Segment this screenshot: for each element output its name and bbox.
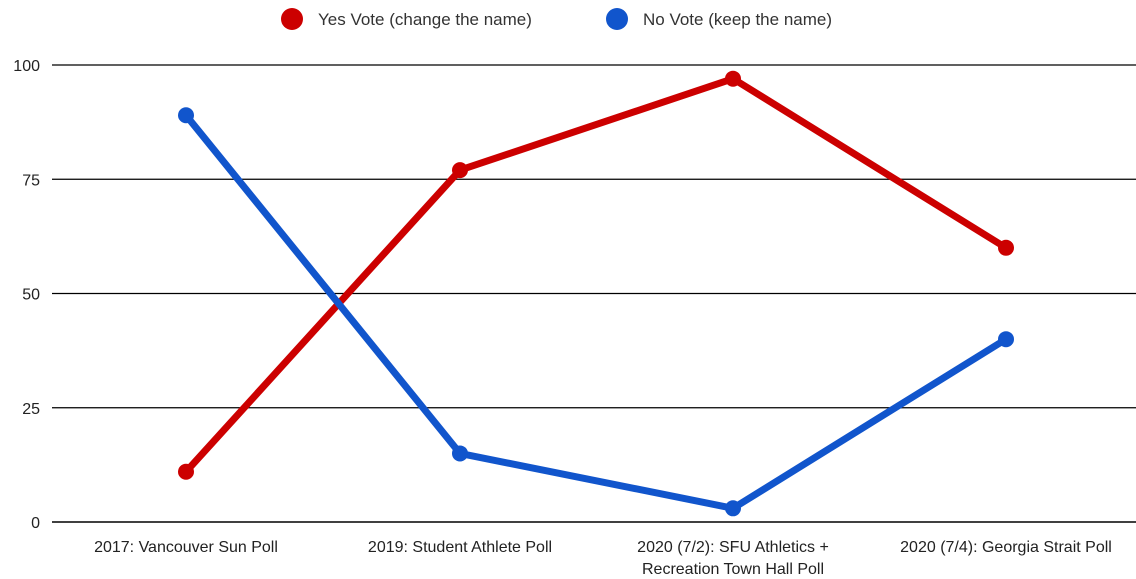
y-axis-ticks: 0 25 50 75 100: [13, 58, 40, 532]
x-tick-label-line: 2020 (7/4): Georgia Strait Poll: [900, 539, 1112, 556]
data-point: [178, 463, 194, 480]
legend-marker: [281, 8, 303, 30]
x-tick-label-line: 2019: Student Athlete Poll: [368, 539, 552, 556]
x-tick-label-line: 2017: Vancouver Sun Poll: [94, 539, 278, 556]
legend-item: No Vote (keep the name): [606, 8, 832, 30]
series-1: [178, 107, 1014, 517]
x-tick-label-line: 2020 (7/2): SFU Athletics +: [637, 539, 829, 556]
data-point: [998, 331, 1014, 348]
x-axis-ticks: 2017: Vancouver Sun Poll 2019: Student At…: [94, 539, 1112, 578]
y-tick-label: 0: [31, 515, 40, 532]
series-0: [178, 70, 1014, 480]
x-tick-label: 2017: Vancouver Sun Poll: [94, 539, 278, 556]
x-tick-label: 2020 (7/2): SFU Athletics + Recreation To…: [637, 539, 829, 578]
data-point: [452, 445, 468, 462]
legend-marker: [606, 8, 628, 30]
legend-label: Yes Vote (change the name): [318, 10, 532, 29]
data-point: [178, 107, 194, 124]
data-point: [452, 162, 468, 179]
y-tick-label: 25: [22, 401, 40, 418]
series-line: [182, 75, 1010, 476]
legend-item: Yes Vote (change the name): [281, 8, 532, 30]
series-line: [182, 111, 1010, 512]
x-tick-label: 2019: Student Athlete Poll: [368, 539, 552, 556]
legend: Yes Vote (change the name) No Vote (keep …: [281, 8, 832, 30]
legend-label: No Vote (keep the name): [643, 10, 832, 29]
x-tick-label-line: Recreation Town Hall Poll: [642, 561, 824, 578]
y-tick-label: 50: [22, 287, 40, 304]
series-group: [178, 70, 1014, 517]
data-point: [725, 70, 741, 87]
data-point: [725, 500, 741, 517]
y-tick-label: 75: [22, 172, 40, 189]
y-tick-label: 100: [13, 58, 40, 75]
x-tick-label: 2020 (7/4): Georgia Strait Poll: [900, 539, 1112, 556]
gridlines: [52, 64, 1136, 523]
data-point: [998, 239, 1014, 256]
